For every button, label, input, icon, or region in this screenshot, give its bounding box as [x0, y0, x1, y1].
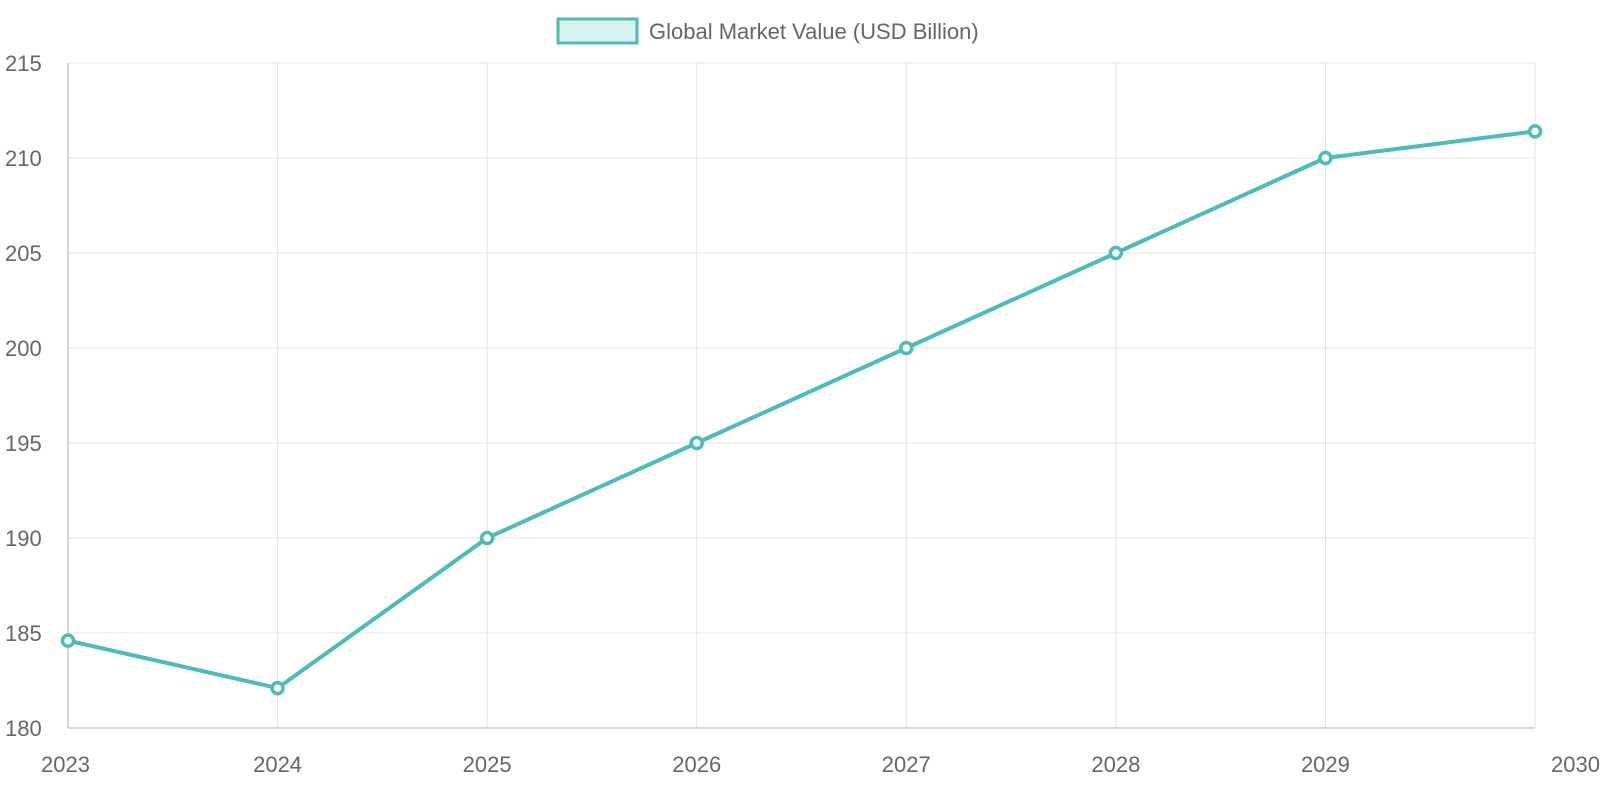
y-tick-label: 185 [5, 621, 42, 646]
data-point[interactable] [270, 680, 285, 696]
x-tick-label: 2027 [882, 752, 931, 777]
data-point[interactable] [479, 530, 495, 546]
y-tick-label: 205 [5, 241, 42, 266]
y-tick-label: 195 [5, 431, 42, 456]
x-tick-label: 2025 [463, 752, 512, 777]
data-point[interactable] [1527, 124, 1543, 139]
series-layer [60, 124, 1543, 696]
series-line [66, 129, 1537, 691]
x-tick-label: 2023 [41, 752, 90, 777]
legend[interactable]: Global Market Value (USD Billion) [556, 17, 979, 45]
grid-layer [67, 62, 1536, 729]
y-tick-label: 210 [5, 146, 42, 171]
axis-layer: 180 185 190 195 200 205 210 215 2023 2024 2025 2026… [5, 51, 1600, 777]
data-point[interactable] [689, 435, 704, 451]
y-tick-label: 215 [5, 51, 42, 76]
data-point[interactable] [1318, 150, 1333, 166]
legend-swatch[interactable] [556, 17, 639, 45]
y-tick-label: 190 [5, 526, 42, 551]
x-tick-label: 2030 [1551, 752, 1600, 777]
x-tick-label: 2024 [253, 752, 302, 777]
legend-label[interactable]: Global Market Value (USD Billion) [649, 19, 979, 44]
data-point[interactable] [60, 633, 76, 648]
x-tick-label: 2028 [1091, 752, 1140, 777]
y-tick-label: 180 [5, 716, 42, 741]
x-tick-label: 2026 [672, 752, 721, 777]
data-point[interactable] [1108, 245, 1124, 261]
x-tick-label: 2029 [1301, 752, 1350, 777]
data-point[interactable] [899, 340, 914, 356]
y-tick-label: 200 [5, 336, 42, 361]
